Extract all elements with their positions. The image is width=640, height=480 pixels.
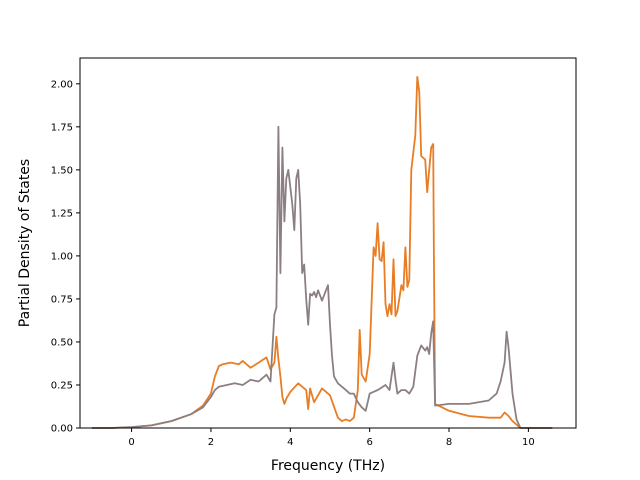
x-tick-label: 10	[522, 437, 535, 448]
y-tick-label: 1.50	[51, 165, 73, 176]
series-line-2	[91, 125, 553, 429]
y-axis-label: Partial Density of States	[17, 159, 33, 327]
x-axis-ticks: 0 2 4 6 8 10	[128, 428, 535, 448]
y-tick-label: 0.50	[51, 337, 73, 348]
x-tick-label: 6	[366, 437, 372, 448]
series-line-1	[91, 76, 553, 429]
y-tick-label: 1.00	[51, 251, 73, 262]
x-tick-label: 4	[287, 437, 293, 448]
y-tick-label: 0.75	[51, 294, 73, 305]
y-axis-ticks: 0.00 0.25 0.50 0.75 1.00 1.25 1.50 1.75 2.00	[51, 79, 80, 435]
plot-frame	[79, 57, 577, 429]
x-tick-label: 8	[446, 437, 452, 448]
y-tick-label: 1.25	[51, 208, 73, 219]
x-tick-label: 2	[208, 437, 214, 448]
y-tick-label: 1.75	[51, 122, 73, 133]
y-tick-label: 2.00	[51, 79, 73, 90]
plot-series	[91, 76, 553, 429]
y-tick-label: 0.00	[51, 424, 73, 435]
y-tick-label: 0.25	[51, 380, 73, 391]
x-axis-label: Frequency (THz)	[271, 458, 385, 474]
x-tick-label: 0	[128, 437, 134, 448]
